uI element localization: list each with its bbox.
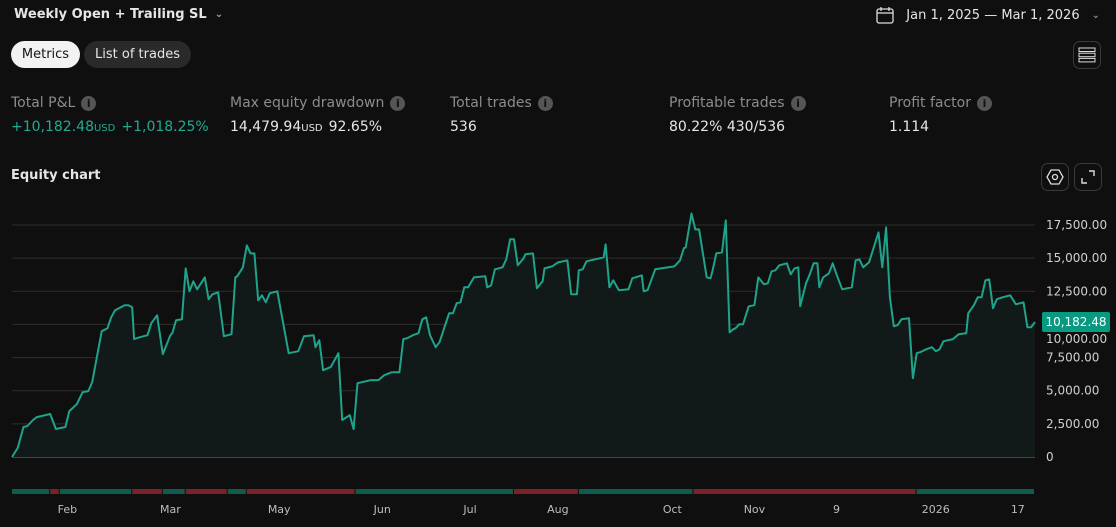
metric-label: Total P&L xyxy=(11,95,76,111)
y-tick-label: 2,500.00 xyxy=(1046,417,1099,431)
metric-unit: USD xyxy=(93,123,116,134)
y-tick-label: 17,500.00 xyxy=(1046,218,1107,232)
metric-unit: USD xyxy=(301,123,323,134)
y-tick-label: 15,000.00 xyxy=(1046,251,1107,265)
info-icon[interactable]: i xyxy=(976,95,992,111)
date-range-picker[interactable]: Jan 1, 2025 — Mar 1, 2026 ⌄ xyxy=(876,6,1100,24)
expand-icon xyxy=(1081,170,1095,184)
equity-area-fill xyxy=(12,213,1035,457)
period-segment-profit[interactable] xyxy=(227,489,246,494)
calendar-icon xyxy=(876,7,894,24)
info-icon[interactable]: i xyxy=(537,95,553,111)
y-tick-label: 7,500.00 xyxy=(1046,351,1099,365)
metric-secondary: +1,018.25% xyxy=(121,119,209,135)
y-tick-label: 12,500.00 xyxy=(1046,284,1107,298)
period-segment-loss[interactable] xyxy=(185,489,227,494)
metric-secondary: 430/536 xyxy=(726,119,786,135)
chart-settings-button[interactable] xyxy=(1041,163,1069,191)
metric-label: Profitable trades xyxy=(669,95,785,111)
layout-menu-button[interactable] xyxy=(1073,41,1101,69)
y-tick-label: 10,000.00 xyxy=(1046,332,1107,346)
period-segment-loss[interactable] xyxy=(513,489,578,494)
period-segment-profit[interactable] xyxy=(578,489,693,494)
period-segment-profit[interactable] xyxy=(12,489,50,494)
metric-value: 1.114 xyxy=(889,119,930,135)
x-tick-label: Aug xyxy=(547,503,568,516)
equity-line xyxy=(11,212,1036,458)
metric-profitable-trades: Profitable trades i 80.22% 430/536 xyxy=(669,95,806,135)
y-tick-label: 5,000.00 xyxy=(1046,384,1099,398)
y-tick-label: 0 xyxy=(1046,450,1054,464)
settings-hexagon-icon xyxy=(1046,169,1064,185)
list-layout-icon xyxy=(1078,47,1096,63)
metric-profit-factor: Profit factor i 1.114 xyxy=(889,95,992,135)
date-range-text: Jan 1, 2025 — Mar 1, 2026 xyxy=(906,7,1080,23)
period-segment-loss[interactable] xyxy=(132,489,162,494)
x-tick-label: 2026 xyxy=(922,503,950,516)
x-tick-label: Jul xyxy=(462,503,476,516)
info-icon[interactable]: i xyxy=(81,95,97,111)
x-tick-label: Mar xyxy=(160,503,181,516)
period-segment-loss[interactable] xyxy=(693,489,916,494)
metric-value: 536 xyxy=(450,119,477,135)
period-segment-profit[interactable] xyxy=(162,489,185,494)
chevron-down-icon: ⌄ xyxy=(214,9,224,20)
fullscreen-button[interactable] xyxy=(1074,163,1102,191)
metric-label: Max equity drawdown xyxy=(230,95,385,111)
info-icon[interactable]: i xyxy=(390,95,406,111)
metric-value: 14,479.94 xyxy=(230,119,302,135)
last-value-badge: 10,182.48 xyxy=(1042,312,1110,333)
x-tick-label: 17 xyxy=(1011,503,1025,516)
metric-secondary: 92.65% xyxy=(328,119,383,135)
metric-value: 80.22% xyxy=(669,119,723,135)
metric-total-pnl: Total P&L i +10,182.48USD +1,018.25% xyxy=(11,95,209,135)
x-tick-label: May xyxy=(268,503,291,516)
chevron-down-icon: ⌄ xyxy=(1091,9,1100,21)
tab-list-of-trades[interactable]: List of trades xyxy=(84,41,191,68)
x-tick-label: Feb xyxy=(58,503,77,516)
tab-metrics[interactable]: Metrics xyxy=(11,41,80,68)
period-segment-profit[interactable] xyxy=(355,489,513,494)
x-tick-label: 9 xyxy=(833,503,840,516)
metric-max-drawdown: Max equity drawdown i 14,479.94USD 92.65% xyxy=(230,95,406,135)
metric-label: Profit factor xyxy=(889,95,971,111)
period-segment-loss[interactable] xyxy=(50,489,59,494)
strategy-title: Weekly Open + Trailing SL xyxy=(14,7,207,22)
x-tick-label: Nov xyxy=(744,503,766,516)
x-tick-label: Oct xyxy=(663,503,683,516)
metric-value: +10,182.48 xyxy=(11,119,94,135)
period-segment-profit[interactable] xyxy=(59,489,132,494)
strategy-title-dropdown[interactable]: Weekly Open + Trailing SL ⌄ xyxy=(14,7,223,22)
last-value-badge-bg xyxy=(1042,312,1110,333)
period-segment-profit[interactable] xyxy=(916,489,1034,494)
x-tick-label: Jun xyxy=(373,503,391,516)
info-icon[interactable]: i xyxy=(790,95,806,111)
last-value-label: 10,182.48 xyxy=(1045,315,1106,329)
metric-total-trades: Total trades i 536 xyxy=(450,95,553,135)
period-segment-loss[interactable] xyxy=(246,489,355,494)
equity-chart-title: Equity chart xyxy=(11,168,101,183)
metric-label: Total trades xyxy=(450,95,532,111)
